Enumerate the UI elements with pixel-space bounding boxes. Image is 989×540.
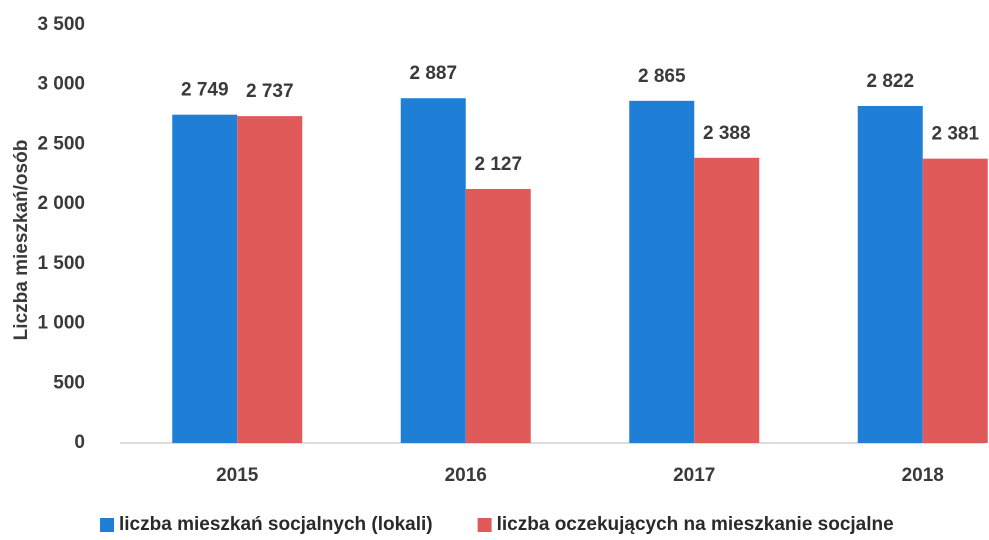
y-tick-label: 3 500 bbox=[37, 14, 85, 35]
value-label: 2 749 bbox=[181, 80, 229, 101]
bar bbox=[694, 157, 760, 443]
bar bbox=[465, 188, 531, 443]
value-label: 2 737 bbox=[246, 81, 294, 102]
legend-swatch bbox=[477, 518, 492, 532]
y-tick-label: 1 500 bbox=[37, 253, 85, 274]
legend-label: liczba oczekujących na mieszkanie socjal… bbox=[497, 514, 894, 535]
value-label: 2 887 bbox=[409, 63, 457, 84]
y-tick-label: 0 bbox=[74, 432, 85, 453]
value-label: 2 381 bbox=[931, 124, 979, 145]
x-tick-label: 2017 bbox=[673, 465, 715, 486]
legend-label: liczba mieszkań socjalnych (lokali) bbox=[119, 514, 433, 535]
legend-swatch bbox=[100, 518, 114, 532]
bar bbox=[629, 100, 695, 443]
y-tick-label: 500 bbox=[53, 372, 85, 393]
value-label: 2 822 bbox=[866, 71, 914, 92]
y-tick-label: 2 500 bbox=[37, 133, 85, 154]
x-tick-label: 2018 bbox=[902, 465, 944, 486]
x-tick-label: 2015 bbox=[216, 465, 259, 486]
y-tick-label: 3 000 bbox=[37, 74, 85, 95]
value-label: 2 388 bbox=[703, 123, 751, 144]
bar bbox=[400, 98, 466, 443]
y-tick-label: 1 000 bbox=[37, 313, 85, 334]
bar bbox=[172, 114, 238, 443]
bar bbox=[922, 158, 988, 443]
bar bbox=[857, 105, 923, 444]
y-axis-label: Liczba mieszkań/osób bbox=[11, 140, 32, 341]
value-label: 2 865 bbox=[638, 66, 686, 87]
x-tick-label: 2016 bbox=[445, 465, 487, 486]
y-tick-label: 2 000 bbox=[37, 193, 85, 214]
bar bbox=[237, 116, 303, 444]
value-label: 2 127 bbox=[474, 154, 522, 175]
